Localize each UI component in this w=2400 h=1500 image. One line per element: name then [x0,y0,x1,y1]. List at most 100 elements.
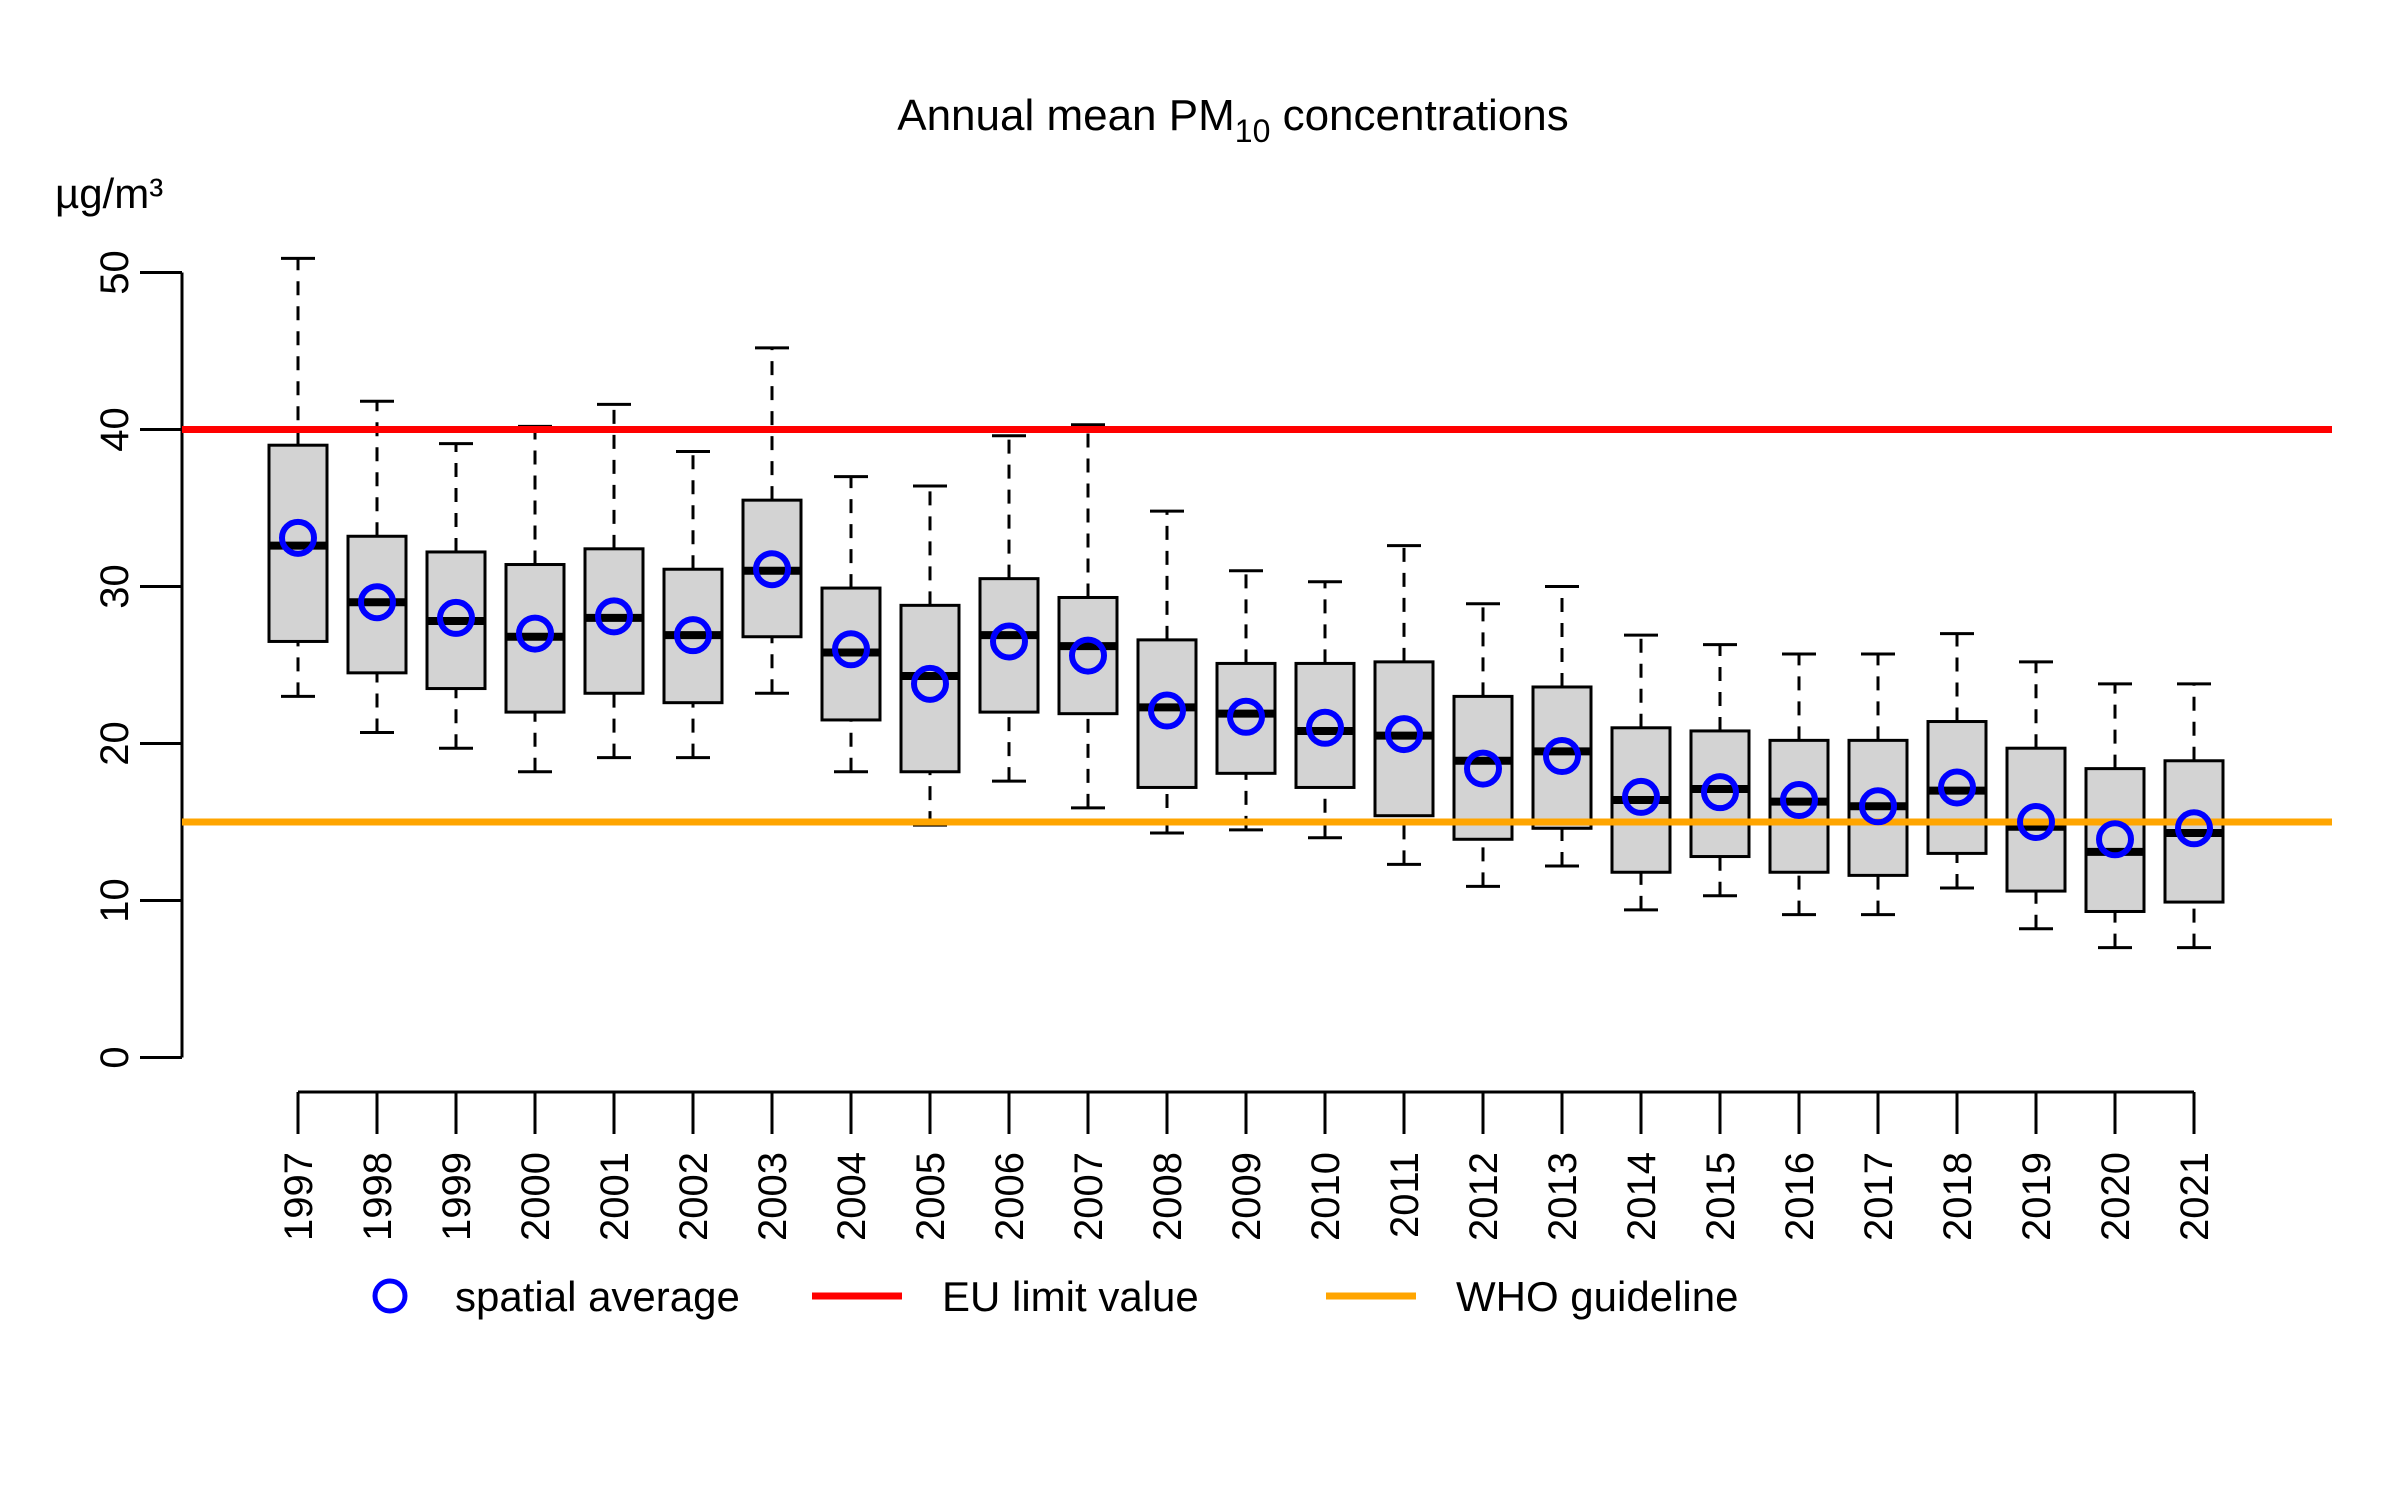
x-axis-tick-label: 2012 [1462,1152,1506,1241]
x-axis-tick-label: 2002 [672,1152,716,1241]
boxplot-2009 [1215,569,1277,832]
spatial-average-marker-2005 [911,664,949,703]
x-axis-tick-label: 2001 [593,1152,637,1241]
x-axis-tick-label: 2021 [2173,1152,2217,1241]
x-axis-tick-label: 1997 [277,1152,321,1241]
x-axis-tick-label: 2010 [1304,1152,1348,1241]
legend-label-who-guideline: WHO guideline [1456,1273,1738,1320]
boxplot-2008 [1136,509,1198,835]
spatial-average-marker-2021 [2175,809,2213,848]
y-axis-tick-label: 10 [93,878,137,923]
boxplot-2005 [899,484,961,827]
x-axis-tick-label: 2013 [1541,1152,1585,1241]
spatial-average-marker-2020 [2096,820,2134,859]
y-axis-tick-label: 0 [93,1046,137,1068]
boxplot-1998 [346,399,408,735]
x-axis-tick-label: 1998 [356,1152,400,1241]
boxplot-2011 [1373,544,1435,866]
x-axis-tick-label: 2016 [1778,1152,1822,1241]
boxplot-2021 [2163,682,2225,950]
spatial-average-marker-2015 [1701,773,1739,812]
iqr-box [1294,661,1356,789]
y-axis-tick-label: 40 [93,407,137,452]
iqr-box [1689,729,1751,859]
boxplot-1997 [267,256,329,698]
spatial-average-marker-2010 [1306,708,1344,747]
boxplot-2006 [978,434,1040,783]
iqr-box [1768,738,1830,874]
spatial-average-marker-2011 [1385,715,1423,754]
spatial-average-marker-2017 [1859,787,1897,826]
boxplot-2001 [583,402,645,760]
x-axis-tick-label: 2020 [2094,1152,2138,1241]
x-axis-tick-label: 2015 [1699,1152,1743,1241]
spatial-average-marker-1997 [279,518,317,557]
boxplot-2004 [820,475,882,774]
y-axis-tick-label: 20 [93,721,137,766]
boxplot-2018 [1926,632,1988,890]
x-axis-tick-label: 2019 [2015,1152,2059,1241]
iqr-box [1057,595,1119,716]
y-axis-tick-label: 50 [93,250,137,295]
x-axis-tick-label: 2018 [1936,1152,1980,1241]
spatial-average-marker-2007 [1069,636,1107,675]
x-axis-tick-label: 2011 [1383,1152,1427,1238]
spatial-average-marker-2000 [516,614,554,653]
boxplot-2012 [1452,602,1514,888]
chart-title: Annual mean PM10 concentrations [897,91,1569,149]
boxplot-2000 [504,424,566,774]
iqr-box [978,577,1040,714]
spatial-average-marker-2008 [1148,691,1186,730]
spatial-average-marker-2014 [1622,777,1660,816]
boxplot-2020 [2084,682,2146,950]
boxplot-2016 [1768,652,1830,917]
x-axis-tick-label: 2004 [830,1152,874,1241]
x-axis-tick-label: 1999 [435,1152,479,1241]
spatial-average-marker-2003 [753,550,791,589]
spatial-average-marker-2012 [1464,749,1502,788]
x-axis-tick-label: 2003 [751,1152,795,1241]
x-axis-tick-label: 2000 [514,1152,558,1241]
iqr-box [1452,694,1514,841]
boxplot-2007 [1057,423,1119,810]
iqr-box [1136,638,1198,789]
legend: spatial average EU limit value WHO guideli… [372,1273,1738,1320]
legend-label-spatial-average: spatial average [455,1273,740,1320]
boxplot-2017 [1847,652,1909,917]
x-axis-tick-label: 2014 [1620,1152,1664,1241]
spatial-average-marker-2004 [832,630,870,669]
x-axis-tick-label: 2006 [988,1152,1032,1241]
iqr-box [1215,661,1277,775]
legend-open-circle-icon [372,1278,408,1314]
x-axis-tick-label: 2007 [1067,1152,1111,1241]
spatial-average-marker-2016 [1780,781,1818,820]
boxplot-2003 [741,346,803,695]
boxplot-2013 [1531,585,1593,868]
y-axis-tick-label: 30 [93,564,137,609]
spatial-average-marker-2019 [2017,803,2055,841]
boxplot-2015 [1689,643,1751,898]
spatial-average-marker-2013 [1543,737,1581,776]
boxplot-1999 [425,442,487,750]
spatial-average-marker-1999 [437,598,475,637]
legend-label-eu-limit: EU limit value [942,1273,1199,1320]
spatial-average-marker-2006 [990,622,1028,661]
iqr-box [2084,767,2146,913]
boxplot-2014 [1610,633,1672,912]
spatial-average-marker-1998 [358,583,396,622]
spatial-average-marker-2002 [674,616,712,655]
x-axis-tick-label: 2005 [909,1152,953,1241]
x-axis-tick-label: 2009 [1225,1152,1269,1241]
boxplot-2019 [2005,660,2067,931]
x-axis-tick-label: 2017 [1857,1152,1901,1241]
spatial-average-marker-2009 [1227,697,1265,736]
boxplot-2010 [1294,580,1356,840]
spatial-average-marker-2001 [595,597,633,636]
boxplot-2002 [662,449,724,760]
iqr-box [899,603,961,774]
y-axis-unit-label: µg/m³ [55,170,163,217]
spatial-average-marker-2018 [1938,768,1976,807]
x-axis-tick-label: 2008 [1146,1152,1190,1241]
